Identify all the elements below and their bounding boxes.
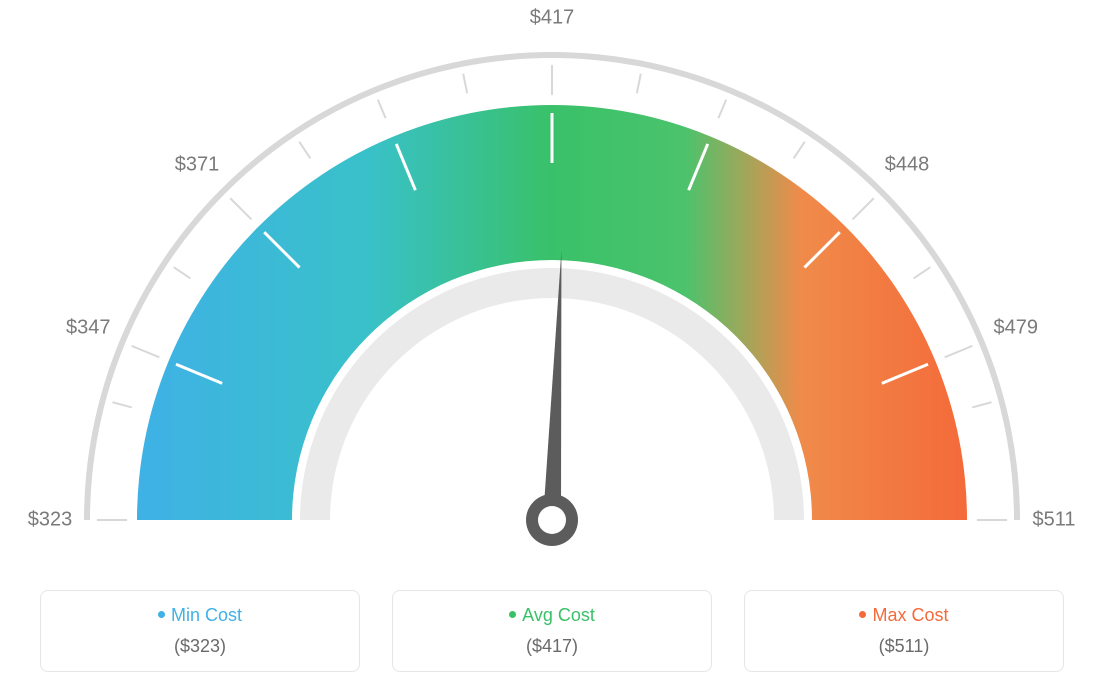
- legend-value-min: ($323): [41, 636, 359, 657]
- tick-label: $417: [530, 7, 575, 30]
- legend-label-min: Min Cost: [171, 605, 242, 625]
- legend-value-max: ($511): [745, 636, 1063, 657]
- tick-label: $371: [175, 154, 220, 177]
- legend-card-min: Min Cost ($323): [40, 590, 360, 672]
- gauge-svg: [0, 0, 1104, 560]
- tick-label: $347: [66, 316, 111, 339]
- legend-dot-avg: [509, 611, 516, 618]
- tick-label: $448: [885, 154, 930, 177]
- legend-label-avg: Avg Cost: [522, 605, 595, 625]
- legend-dot-min: [158, 611, 165, 618]
- legend-title-avg: Avg Cost: [393, 605, 711, 626]
- gauge-area: $323 $347 $371 $417 $448 $479 $511: [0, 0, 1104, 560]
- tick-label: $479: [994, 316, 1039, 339]
- legend-dot-max: [859, 611, 866, 618]
- legend-card-max: Max Cost ($511): [744, 590, 1064, 672]
- legend-value-avg: ($417): [393, 636, 711, 657]
- tick-label: $323: [28, 509, 73, 532]
- legend-row: Min Cost ($323) Avg Cost ($417) Max Cost…: [40, 590, 1064, 672]
- gauge-chart-container: $323 $347 $371 $417 $448 $479 $511 Min Cost ($…: [0, 0, 1104, 690]
- legend-card-avg: Avg Cost ($417): [392, 590, 712, 672]
- legend-title-max: Max Cost: [745, 605, 1063, 626]
- legend-title-min: Min Cost: [41, 605, 359, 626]
- legend-label-max: Max Cost: [872, 605, 948, 625]
- tick-label: $511: [1032, 509, 1075, 532]
